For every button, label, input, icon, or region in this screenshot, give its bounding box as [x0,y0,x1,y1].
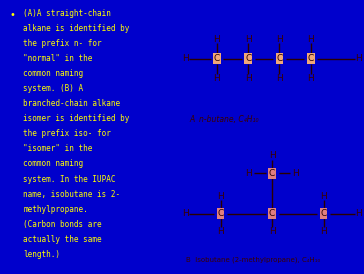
Text: C: C [214,54,220,63]
Text: system. (B) A: system. (B) A [23,84,84,93]
Text: length.): length.) [23,250,60,259]
Text: C: C [269,209,275,218]
Text: B  Isobutane (2-methylpropane), C₄H₁₀: B Isobutane (2-methylpropane), C₄H₁₀ [186,257,320,263]
Text: H: H [307,74,314,83]
Text: C: C [269,169,275,178]
Text: H: H [320,192,327,201]
Text: H: H [217,227,224,236]
Text: common naming: common naming [23,159,84,169]
Text: branched-chain alkane: branched-chain alkane [23,99,120,108]
Text: H: H [307,35,314,44]
Text: •: • [9,10,15,19]
Text: (Carbon bonds are: (Carbon bonds are [23,220,102,229]
Text: isomer is identified by: isomer is identified by [23,114,130,123]
Text: C: C [320,209,327,218]
Text: "normal" in the: "normal" in the [23,54,93,63]
Text: C: C [245,54,251,63]
Text: A  n-butane, C₄H₁₀: A n-butane, C₄H₁₀ [189,115,259,124]
Text: H: H [276,74,283,83]
Text: actually the same: actually the same [23,235,102,244]
Text: H: H [182,209,189,218]
Text: H: H [269,227,276,236]
Text: C: C [218,209,224,218]
Text: alkane is identified by: alkane is identified by [23,24,130,33]
Text: H: H [355,54,362,63]
Text: H: H [245,74,252,83]
Text: H: H [293,169,299,178]
Text: C: C [276,54,282,63]
Text: the prefix n- for: the prefix n- for [23,39,102,48]
Text: name, isobutane is 2-: name, isobutane is 2- [23,190,120,199]
Text: C: C [308,54,314,63]
Text: H: H [269,151,276,160]
Text: H: H [214,74,220,83]
Text: the prefix iso- for: the prefix iso- for [23,129,111,138]
Text: H: H [182,54,189,63]
Text: H: H [320,227,327,236]
Text: H: H [276,35,283,44]
Text: system. In the IUPAC: system. In the IUPAC [23,175,116,184]
Text: H: H [214,35,220,44]
Text: H: H [217,192,224,201]
Text: (A)A straight-chain: (A)A straight-chain [23,9,111,18]
Text: H: H [355,209,362,218]
Text: common naming: common naming [23,69,84,78]
Text: "isomer" in the: "isomer" in the [23,144,93,153]
Text: H: H [245,35,252,44]
Text: methylpropane.: methylpropane. [23,205,88,214]
Text: H: H [245,169,252,178]
